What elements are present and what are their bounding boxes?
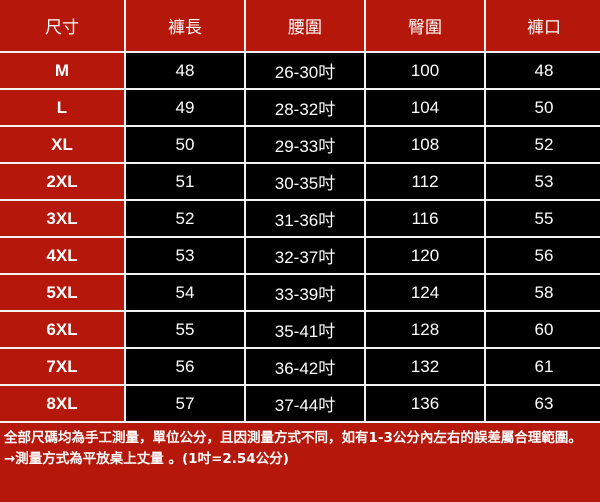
- table-cell: 37-44吋: [246, 386, 364, 421]
- table-cell: 50: [126, 127, 244, 162]
- table-cell: 50: [486, 90, 600, 125]
- table-cell: 63: [486, 386, 600, 421]
- table-cell: 48: [126, 53, 244, 88]
- table-cell: 100: [366, 53, 484, 88]
- table-cell: 128: [366, 312, 484, 347]
- note-line-2: →測量方式為平放桌上丈量 。(1吋=2.54公分): [4, 451, 289, 467]
- table-cell: 112: [366, 164, 484, 199]
- column-header: 褲長: [126, 0, 244, 51]
- table-cell: 104: [366, 90, 484, 125]
- table-cell: 53: [486, 164, 600, 199]
- size-label: 2XL: [0, 164, 124, 199]
- table-cell: 36-42吋: [246, 349, 364, 384]
- table-cell: 52: [126, 201, 244, 236]
- column-header: 腰圍: [246, 0, 364, 51]
- table-cell: 108: [366, 127, 484, 162]
- table-cell: 120: [366, 238, 484, 273]
- size-chart-table: 尺寸 褲長 腰圍 臀圍 褲口 M 48 26-30吋 100 48 L 49 28-32吋 104 50 XL…: [0, 0, 600, 423]
- table-cell: 56: [486, 238, 600, 273]
- table-cell: 33-39吋: [246, 275, 364, 310]
- table-cell: 30-35吋: [246, 164, 364, 199]
- table-cell: 51: [126, 164, 244, 199]
- size-label: 6XL: [0, 312, 124, 347]
- table-cell: 49: [126, 90, 244, 125]
- table-cell: 55: [486, 201, 600, 236]
- table-cell: 54: [126, 275, 244, 310]
- table-cell: 35-41吋: [246, 312, 364, 347]
- table-cell: 31-36吋: [246, 201, 364, 236]
- size-label: 4XL: [0, 238, 124, 273]
- table-cell: 132: [366, 349, 484, 384]
- measurement-notes: 全部尺碼均為手工測量，單位公分，且因測量方式不同，如有1-3公分內左右的誤差屬合…: [0, 423, 600, 470]
- table-cell: 60: [486, 312, 600, 347]
- column-header: 臀圍: [366, 0, 484, 51]
- table-cell: 26-30吋: [246, 53, 364, 88]
- table-cell: 57: [126, 386, 244, 421]
- table-cell: 56: [126, 349, 244, 384]
- table-cell: 116: [366, 201, 484, 236]
- size-label: 7XL: [0, 349, 124, 384]
- table-cell: 28-32吋: [246, 90, 364, 125]
- table-cell: 124: [366, 275, 484, 310]
- column-header: 尺寸: [0, 0, 124, 51]
- note-line-1: 全部尺碼均為手工測量，單位公分，且因測量方式不同，如有1-3公分內左右的誤差屬合…: [4, 430, 582, 446]
- table-cell: 52: [486, 127, 600, 162]
- table-cell: 48: [486, 53, 600, 88]
- table-cell: 136: [366, 386, 484, 421]
- table-cell: 53: [126, 238, 244, 273]
- size-label: XL: [0, 127, 124, 162]
- size-label: 8XL: [0, 386, 124, 421]
- table-cell: 61: [486, 349, 600, 384]
- table-cell: 32-37吋: [246, 238, 364, 273]
- table-cell: 29-33吋: [246, 127, 364, 162]
- size-label: L: [0, 90, 124, 125]
- table-cell: 58: [486, 275, 600, 310]
- column-header: 褲口: [486, 0, 600, 51]
- size-label: 3XL: [0, 201, 124, 236]
- table-cell: 55: [126, 312, 244, 347]
- size-label: 5XL: [0, 275, 124, 310]
- size-label: M: [0, 53, 124, 88]
